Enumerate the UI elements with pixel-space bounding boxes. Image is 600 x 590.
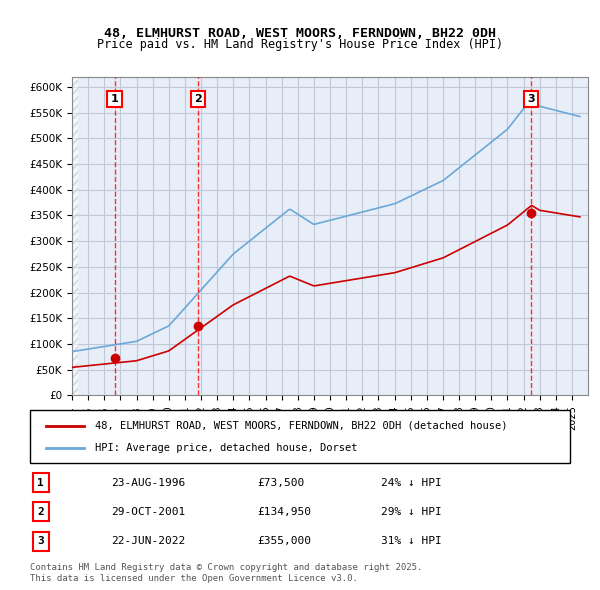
Text: 1: 1 xyxy=(37,477,44,487)
Text: 1: 1 xyxy=(111,94,119,104)
Text: 48, ELMHURST ROAD, WEST MOORS, FERNDOWN, BH22 0DH (detached house): 48, ELMHURST ROAD, WEST MOORS, FERNDOWN,… xyxy=(95,421,508,431)
Text: 31% ↓ HPI: 31% ↓ HPI xyxy=(381,536,442,546)
Text: 23-AUG-1996: 23-AUG-1996 xyxy=(111,477,185,487)
Bar xyxy=(72,77,77,395)
Text: 24% ↓ HPI: 24% ↓ HPI xyxy=(381,477,442,487)
Text: 22-JUN-2022: 22-JUN-2022 xyxy=(111,536,185,546)
Text: 29-OCT-2001: 29-OCT-2001 xyxy=(111,507,185,517)
Text: £355,000: £355,000 xyxy=(257,536,311,546)
Text: £134,950: £134,950 xyxy=(257,507,311,517)
Text: 2: 2 xyxy=(194,94,202,104)
Text: Contains HM Land Registry data © Crown copyright and database right 2025.
This d: Contains HM Land Registry data © Crown c… xyxy=(30,563,422,583)
Text: Price paid vs. HM Land Registry's House Price Index (HPI): Price paid vs. HM Land Registry's House … xyxy=(97,38,503,51)
Text: HPI: Average price, detached house, Dorset: HPI: Average price, detached house, Dors… xyxy=(95,443,358,453)
Text: £73,500: £73,500 xyxy=(257,477,304,487)
FancyBboxPatch shape xyxy=(30,410,570,463)
Text: 2: 2 xyxy=(37,507,44,517)
Text: 29% ↓ HPI: 29% ↓ HPI xyxy=(381,507,442,517)
Text: 3: 3 xyxy=(527,94,535,104)
Text: 3: 3 xyxy=(37,536,44,546)
Text: 48, ELMHURST ROAD, WEST MOORS, FERNDOWN, BH22 0DH: 48, ELMHURST ROAD, WEST MOORS, FERNDOWN,… xyxy=(104,27,496,40)
